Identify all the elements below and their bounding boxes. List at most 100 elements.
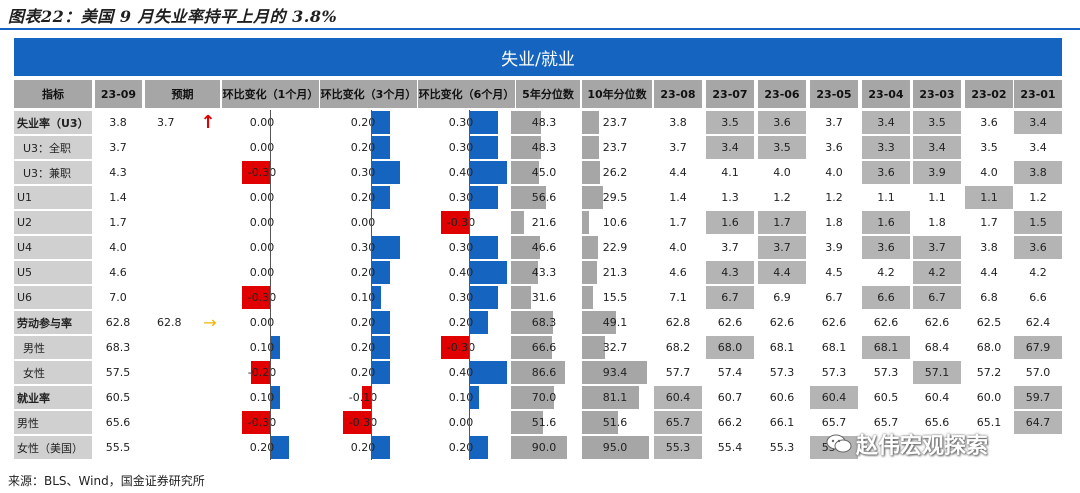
right-arrow-icon: → — [203, 313, 217, 332]
p5-bar — [511, 211, 525, 234]
mom3-value: 0.20 — [350, 266, 376, 279]
row-label: 劳动参与率 — [14, 311, 92, 334]
month-value: 65.7 — [873, 416, 899, 429]
row-label: U4 — [14, 236, 92, 259]
month-value: 3.5 — [706, 111, 754, 134]
mom1-value: 0.00 — [249, 141, 275, 154]
month-value: 60.4 — [654, 386, 702, 409]
p10-value: 29.5 — [602, 191, 628, 204]
month-value: 57.3 — [821, 366, 847, 379]
p10-value: 95.0 — [602, 441, 628, 454]
month-value: 60.6 — [769, 391, 795, 404]
mom3-zero-line — [371, 110, 372, 460]
month-value: 59.7 — [1014, 386, 1062, 409]
mom3-bar — [371, 111, 390, 134]
p10-bar — [582, 111, 599, 134]
mom3-value: 0.20 — [350, 316, 376, 329]
wechat-icon — [826, 434, 852, 453]
row-label: 男性 — [14, 411, 92, 434]
month-value: 55.3 — [769, 441, 795, 454]
p5-value: 48.3 — [531, 141, 557, 154]
month-value: 64.7 — [1014, 411, 1062, 434]
mom6-bar — [469, 111, 498, 134]
p10-value: 22.9 — [602, 241, 628, 254]
row-label: U3：兼职 — [14, 161, 92, 184]
p10-bar — [582, 161, 601, 184]
mom3-bar — [361, 386, 371, 409]
current-value: 7.0 — [109, 291, 127, 304]
mom6-value: 0.10 — [448, 391, 474, 404]
p5-bar — [511, 311, 554, 334]
month-value: 68.4 — [924, 341, 950, 354]
month-value: 4.0 — [773, 166, 791, 179]
p5-value: 46.6 — [531, 241, 557, 254]
mom6-bar — [469, 311, 488, 334]
p5-value: 51.6 — [531, 416, 557, 429]
month-value: 57.4 — [717, 366, 743, 379]
month-value: 60.4 — [924, 391, 950, 404]
mom6-value: -0.30 — [446, 341, 476, 354]
month-value: 3.6 — [862, 161, 910, 184]
mom3-bar — [371, 236, 400, 259]
month-value: 62.6 — [873, 316, 899, 329]
mom6-value: 0.30 — [448, 241, 474, 254]
p10-bar — [582, 186, 603, 209]
month-value: 62.6 — [821, 316, 847, 329]
p5-bar — [511, 161, 539, 184]
mom6-value: 0.20 — [448, 316, 474, 329]
month-value: 3.5 — [980, 141, 998, 154]
mom6-bar — [440, 211, 469, 234]
mom3-bar — [371, 186, 390, 209]
month-value: 57.2 — [976, 366, 1002, 379]
mom3-value: 0.20 — [350, 441, 376, 454]
p5-value: 45.0 — [531, 166, 557, 179]
row-label: 女性 — [14, 361, 92, 384]
month-value: 68.0 — [706, 336, 754, 359]
month-value: 3.6 — [862, 236, 910, 259]
header-month: 23-06 — [758, 80, 806, 108]
current-value: 1.4 — [109, 191, 127, 204]
p10-value: 49.1 — [602, 316, 628, 329]
mom3-value: 0.20 — [350, 366, 376, 379]
mom1-value: 0.00 — [249, 316, 275, 329]
mom1-bar — [270, 386, 280, 409]
mom1-bar — [270, 436, 289, 459]
p5-value: 56.6 — [531, 191, 557, 204]
month-value: 55.4 — [717, 441, 743, 454]
mom6-bar — [469, 286, 498, 309]
mom1-value: 0.00 — [249, 216, 275, 229]
month-value: 66.1 — [769, 416, 795, 429]
month-value: 62.5 — [976, 316, 1002, 329]
month-value: 67.9 — [1014, 336, 1062, 359]
p10-bar — [582, 386, 639, 409]
mom1-value: 0.20 — [249, 441, 275, 454]
p5-value: 68.3 — [531, 316, 557, 329]
header-indicator: 指标 — [14, 80, 92, 108]
mom1-value: -0.30 — [247, 166, 277, 179]
p10-value: 81.1 — [602, 391, 628, 404]
p5-bar — [511, 386, 555, 409]
month-value: 57.0 — [1025, 366, 1051, 379]
month-value: 60.5 — [873, 391, 899, 404]
source-note: 来源：BLS、Wind，国金证券研究所 — [8, 474, 205, 488]
month-value: 7.1 — [669, 291, 687, 304]
month-value: 6.8 — [980, 291, 998, 304]
mom6-bar — [440, 336, 469, 359]
header-month: 23-02 — [965, 80, 1013, 108]
current-value: 68.3 — [105, 341, 131, 354]
mom6-value: 0.30 — [448, 191, 474, 204]
p10-value: 10.6 — [602, 216, 628, 229]
mom6-value: 0.20 — [448, 441, 474, 454]
header-month: 23-03 — [913, 80, 961, 108]
p10-bar — [582, 211, 590, 234]
month-value: 62.6 — [769, 316, 795, 329]
watermark: 赵伟宏观探索 — [826, 428, 988, 460]
p5-bar — [511, 411, 543, 434]
month-value: 1.2 — [1029, 191, 1047, 204]
month-value: 3.6 — [1014, 236, 1062, 259]
current-value: 57.5 — [105, 366, 131, 379]
p10-value: 23.7 — [602, 116, 628, 129]
row-label: 女性（美国） — [14, 436, 92, 459]
month-value: 1.7 — [758, 211, 806, 234]
mom1-value: 0.00 — [249, 241, 275, 254]
